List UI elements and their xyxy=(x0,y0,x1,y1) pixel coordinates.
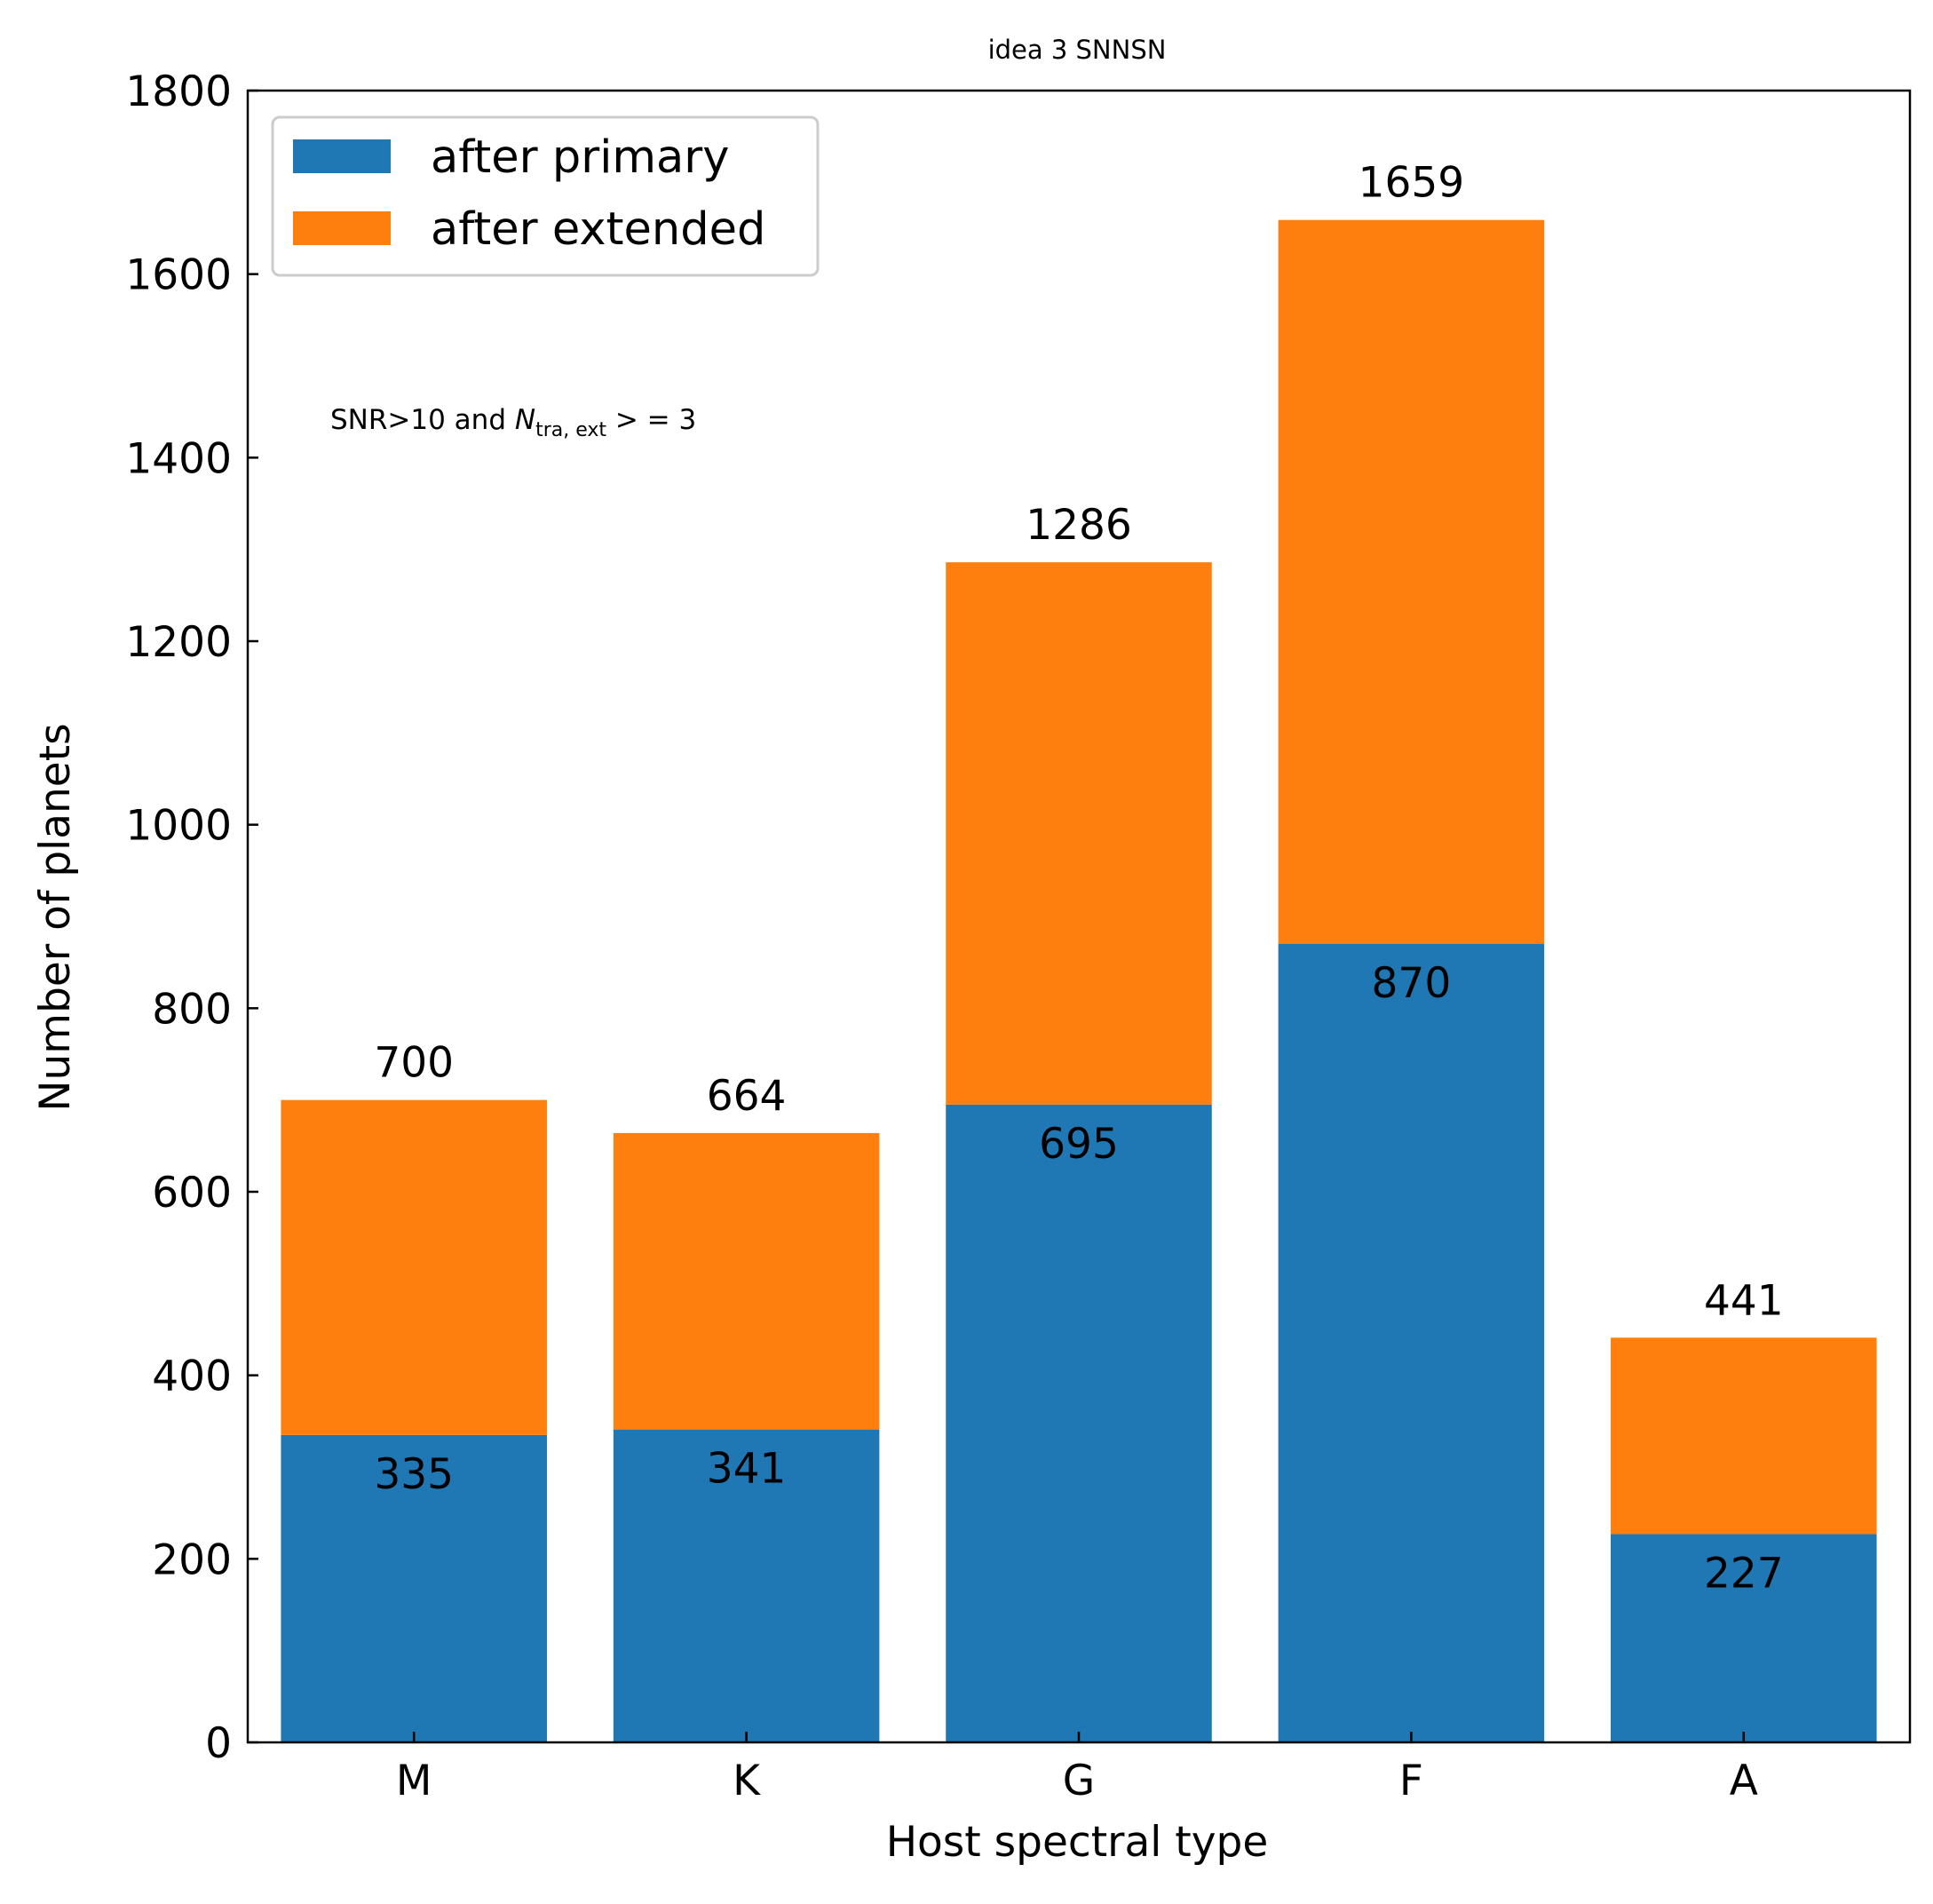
y-tick-label: 200 xyxy=(152,1535,232,1584)
bar-after-primary-g xyxy=(946,1104,1212,1742)
x-axis-label: Host spectral type xyxy=(886,1818,1269,1867)
value-labels-layer: 335 700 341 664 695 1286 870 1659 227 441 xyxy=(374,159,1783,1599)
y-tick-label: 1200 xyxy=(125,618,232,667)
bar-after-primary-a xyxy=(1611,1534,1877,1742)
y-tick-label: 1600 xyxy=(125,251,232,300)
bars-layer xyxy=(281,219,1877,1742)
annotation-subscript: tra, ext xyxy=(535,419,606,441)
bar-after-extended-m xyxy=(281,1099,547,1435)
bar-value-label-primary-f: 870 xyxy=(1372,959,1452,1008)
y-tick-label: 600 xyxy=(152,1169,232,1218)
y-axis-label: Number of planets xyxy=(31,723,80,1111)
x-tick-label-k: K xyxy=(733,1757,761,1805)
annotation-prefix: SNR>10 and xyxy=(330,404,515,436)
bar-value-label-primary-k: 341 xyxy=(707,1445,787,1494)
bar-after-primary-k xyxy=(613,1429,880,1742)
bar-total-label-m: 700 xyxy=(374,1039,454,1088)
bar-after-extended-a xyxy=(1611,1337,1877,1535)
y-tick-label: 400 xyxy=(152,1353,232,1401)
x-tick-label-g: G xyxy=(1063,1757,1095,1805)
x-tick-label-f: F xyxy=(1399,1757,1423,1805)
bar-total-label-a: 441 xyxy=(1704,1276,1784,1325)
legend-label-after-primary: after primary xyxy=(431,131,729,184)
x-tick-label-a: A xyxy=(1730,1757,1758,1805)
legend: after primary after extended xyxy=(271,115,820,277)
bar-total-label-f: 1659 xyxy=(1359,159,1465,208)
bar-value-label-primary-g: 695 xyxy=(1039,1120,1119,1169)
annotation-suffix: > = 3 xyxy=(606,404,696,436)
bar-after-primary-f xyxy=(1278,944,1545,1742)
chart-title: idea 3 SNNSN xyxy=(988,35,1167,65)
bar-after-extended-g xyxy=(946,562,1212,1105)
y-tick-label: 1000 xyxy=(125,802,232,851)
bar-total-label-g: 1286 xyxy=(1026,501,1132,550)
y-tick-label: 1800 xyxy=(125,67,232,116)
annotation-variable: N xyxy=(515,404,535,436)
y-tick-label: 1400 xyxy=(125,434,232,483)
bar-after-extended-f xyxy=(1278,219,1545,944)
y-axis: 0 200 400 600 800 1000 1200 1400 1600 1800 xyxy=(125,67,258,1768)
y-tick-label: 0 xyxy=(205,1719,232,1768)
bar-after-extended-k xyxy=(613,1132,880,1430)
legend-box xyxy=(271,115,820,277)
legend-label-after-extended: after extended xyxy=(431,203,765,256)
legend-swatch-after-extended xyxy=(293,211,391,245)
x-tick-label-m: M xyxy=(396,1757,432,1805)
threshold-annotation: SNR>10 and Ntra, ext > = 3 xyxy=(330,404,696,441)
bar-after-primary-m xyxy=(281,1434,547,1742)
y-tick-label: 800 xyxy=(152,985,232,1034)
bar-total-label-k: 664 xyxy=(707,1072,787,1121)
legend-swatch-after-primary xyxy=(293,139,391,173)
bar-value-label-primary-m: 335 xyxy=(374,1450,454,1499)
plot-frame xyxy=(246,89,1912,1744)
bar-value-label-primary-a: 227 xyxy=(1704,1549,1784,1598)
